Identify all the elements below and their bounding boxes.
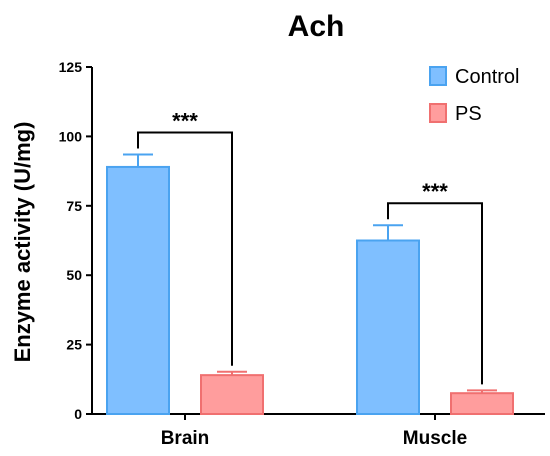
legend-swatch-ps: [429, 103, 447, 123]
y-tick-label: 125: [59, 59, 83, 75]
bar-ps-brain: [200, 374, 264, 415]
legend-label-ps: PS: [455, 103, 482, 125]
significance-label: ***: [422, 179, 448, 204]
error-bars: [123, 153, 497, 394]
y-tick-label: 0: [74, 406, 82, 422]
legend-swatch-control: [429, 66, 447, 86]
y-tick-label: 100: [59, 128, 83, 144]
legend: Control PS: [429, 66, 519, 125]
significance-label: ***: [172, 108, 198, 133]
y-tick-label: 25: [66, 337, 82, 353]
significance-bracket: [137, 131, 233, 366]
bar-control-brain: [106, 165, 170, 415]
bar-control-muscle: [356, 239, 420, 415]
y-tick-label: 75: [66, 198, 82, 214]
y-axis-label: Enzyme activity (U/mg): [10, 122, 35, 363]
significance-bracket: [387, 202, 483, 385]
y-tick-label: 50: [66, 267, 82, 283]
x-tick-label: Muscle: [403, 428, 467, 449]
chart-title: Ach: [288, 10, 345, 43]
bar-ps-muscle: [450, 392, 514, 415]
legend-label-control: Control: [455, 66, 519, 88]
significance-brackets: *** ***: [137, 108, 483, 385]
x-tick-label: Brain: [161, 428, 210, 449]
bars: [106, 165, 514, 415]
